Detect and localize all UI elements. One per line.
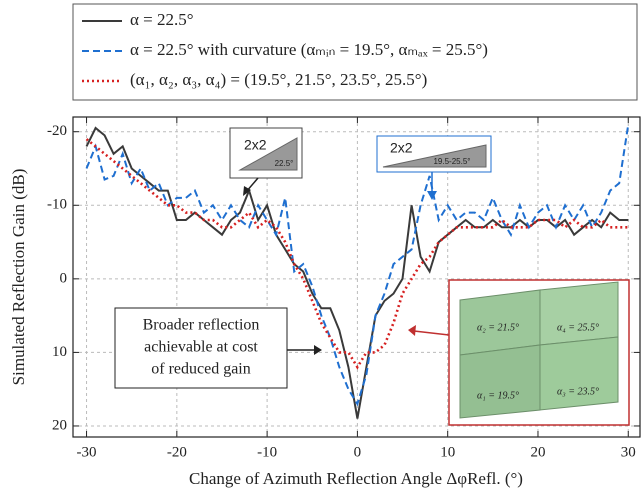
wedge bbox=[382, 144, 487, 168]
photo-label: α₂ = 21.5° bbox=[477, 322, 519, 333]
arrow-head bbox=[427, 191, 437, 200]
inset-right: 2x2 19.5-25.5° bbox=[376, 135, 492, 200]
series-line bbox=[85, 138, 629, 370]
photo-label: α₄ = 25.5° bbox=[557, 322, 599, 333]
y-tick-label: 10 bbox=[52, 344, 67, 360]
inset-title: 2x2 bbox=[244, 137, 267, 153]
wedge bbox=[238, 137, 298, 171]
y-tick-label: 0 bbox=[60, 270, 68, 286]
photo-inset: α₂ = 21.5° α₄ = 25.5° α₁ = 19.5° α₃ = 23… bbox=[408, 279, 630, 426]
arrow-head bbox=[408, 325, 416, 336]
x-tick-label: -10 bbox=[257, 444, 277, 460]
tile bbox=[539, 336, 619, 411]
annotation-line: achievable at cost bbox=[144, 339, 258, 356]
inset-title: 2x2 bbox=[390, 140, 413, 156]
x-tick-label: -20 bbox=[167, 444, 187, 460]
inset-left: 2x2 22.5° bbox=[229, 127, 303, 196]
legend-label: (α₁, α₂, α₃, α₄) = (19.5°, 21.5°, 23.5°,… bbox=[130, 70, 427, 89]
x-tick-label: 20 bbox=[530, 444, 545, 460]
arrow bbox=[413, 330, 450, 336]
photo-label: α₁ = 19.5° bbox=[477, 390, 519, 401]
series-line bbox=[85, 124, 630, 407]
x-tick-label: -30 bbox=[77, 444, 97, 460]
legend-label: α = 22.5° bbox=[130, 10, 194, 29]
photo-label: α₃ = 23.5° bbox=[557, 386, 599, 397]
arrow-head bbox=[314, 345, 322, 355]
annotation-box bbox=[114, 307, 288, 389]
y-tick-label: 20 bbox=[52, 417, 67, 433]
lines bbox=[85, 124, 630, 419]
tile bbox=[459, 344, 541, 419]
legend: α = 22.5° α = 22.5° with curvature (αₘᵢₙ … bbox=[82, 10, 488, 89]
annotation-line: of reduced gain bbox=[151, 361, 251, 378]
plot-frame bbox=[72, 116, 641, 438]
series-line bbox=[85, 126, 629, 419]
x-tick-label: 0 bbox=[354, 444, 362, 460]
tile bbox=[539, 281, 619, 346]
inset-angle: 19.5-25.5° bbox=[433, 157, 470, 166]
x-axis-label: Change of Azimuth Reflection Angle ΔφRef… bbox=[189, 469, 523, 488]
legend-label: α = 22.5° with curvature (αₘᵢₙ = 19.5°, … bbox=[130, 40, 488, 59]
y-tick-label: -10 bbox=[47, 197, 67, 213]
y-tick-label: -20 bbox=[47, 123, 67, 139]
annotation-line: Broader reflection bbox=[143, 317, 260, 334]
arrow-head bbox=[243, 186, 251, 196]
x-tick-label: 10 bbox=[440, 444, 455, 460]
inset-angle: 22.5° bbox=[275, 159, 294, 168]
legend-box bbox=[72, 3, 638, 101]
x-tick-label: 30 bbox=[621, 444, 636, 460]
y-axis-label: Simulated Reflection Gain (dB) bbox=[9, 169, 28, 386]
annotation: Broader reflection achievable at cost of… bbox=[114, 307, 322, 389]
